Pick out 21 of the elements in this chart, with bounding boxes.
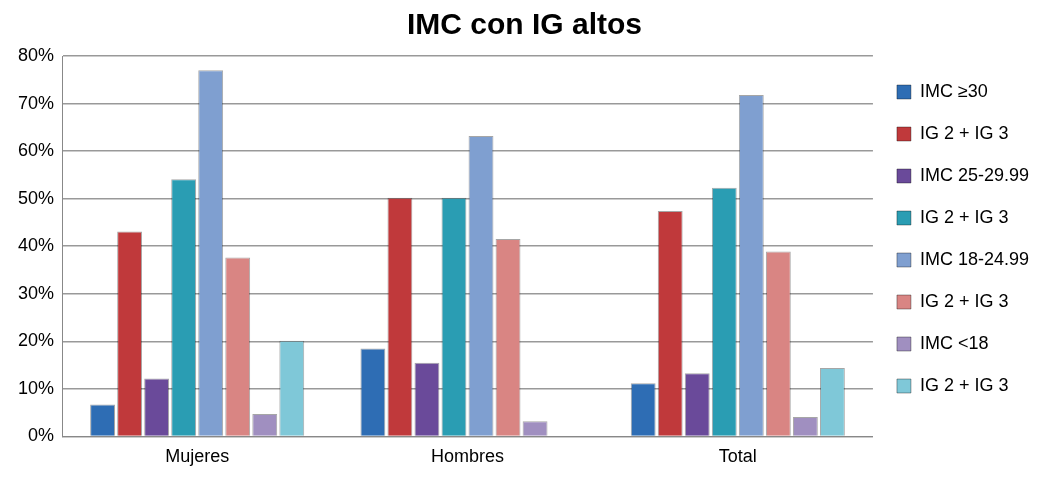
legend-label: IMC ≥30 [919, 80, 988, 101]
legend-label: IMC <18 [919, 332, 989, 353]
y-tick-label: 20% [18, 330, 55, 351]
y-tick-label: 30% [18, 282, 55, 303]
legend-label: IG 2 + IG 3 [919, 374, 1009, 395]
chart-title: IMC con IG altos [406, 7, 643, 41]
legend-label: IMC 25-29.99 [919, 164, 1030, 185]
x-tick-label: Hombres [430, 446, 504, 467]
y-tick-label: 70% [18, 92, 55, 113]
legend-label: IG 2 + IG 3 [919, 206, 1009, 227]
legend-label: IG 2 + IG 3 [919, 122, 1009, 143]
y-tick-label: 40% [18, 235, 55, 256]
y-tick-label: 0% [28, 425, 55, 446]
x-tick-label: Mujeres [165, 446, 230, 467]
legend-label: IG 2 + IG 3 [919, 290, 1009, 311]
x-tick-label: Total [718, 446, 757, 467]
y-tick-label: 50% [18, 187, 55, 208]
y-tick-label: 80% [18, 44, 55, 65]
y-tick-label: 10% [18, 377, 55, 398]
legend-label: IMC 18-24.99 [919, 248, 1030, 269]
y-tick-label: 60% [18, 140, 55, 161]
